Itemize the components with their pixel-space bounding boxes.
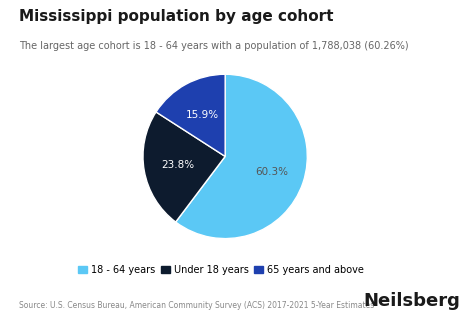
- Text: 23.8%: 23.8%: [162, 160, 195, 170]
- Text: 15.9%: 15.9%: [186, 110, 219, 120]
- Wedge shape: [176, 74, 307, 239]
- Text: 60.3%: 60.3%: [255, 167, 288, 177]
- Text: The largest age cohort is 18 - 64 years with a population of 1,788,038 (60.26%): The largest age cohort is 18 - 64 years …: [19, 41, 409, 51]
- Legend: 18 - 64 years, Under 18 years, 65 years and above: 18 - 64 years, Under 18 years, 65 years …: [74, 261, 368, 279]
- Text: Mississippi population by age cohort: Mississippi population by age cohort: [19, 9, 334, 24]
- Text: Source: U.S. Census Bureau, American Community Survey (ACS) 2017-2021 5-Year Est: Source: U.S. Census Bureau, American Com…: [19, 301, 374, 310]
- Wedge shape: [156, 74, 225, 156]
- Text: Neilsberg: Neilsberg: [363, 292, 460, 310]
- Wedge shape: [143, 112, 225, 222]
